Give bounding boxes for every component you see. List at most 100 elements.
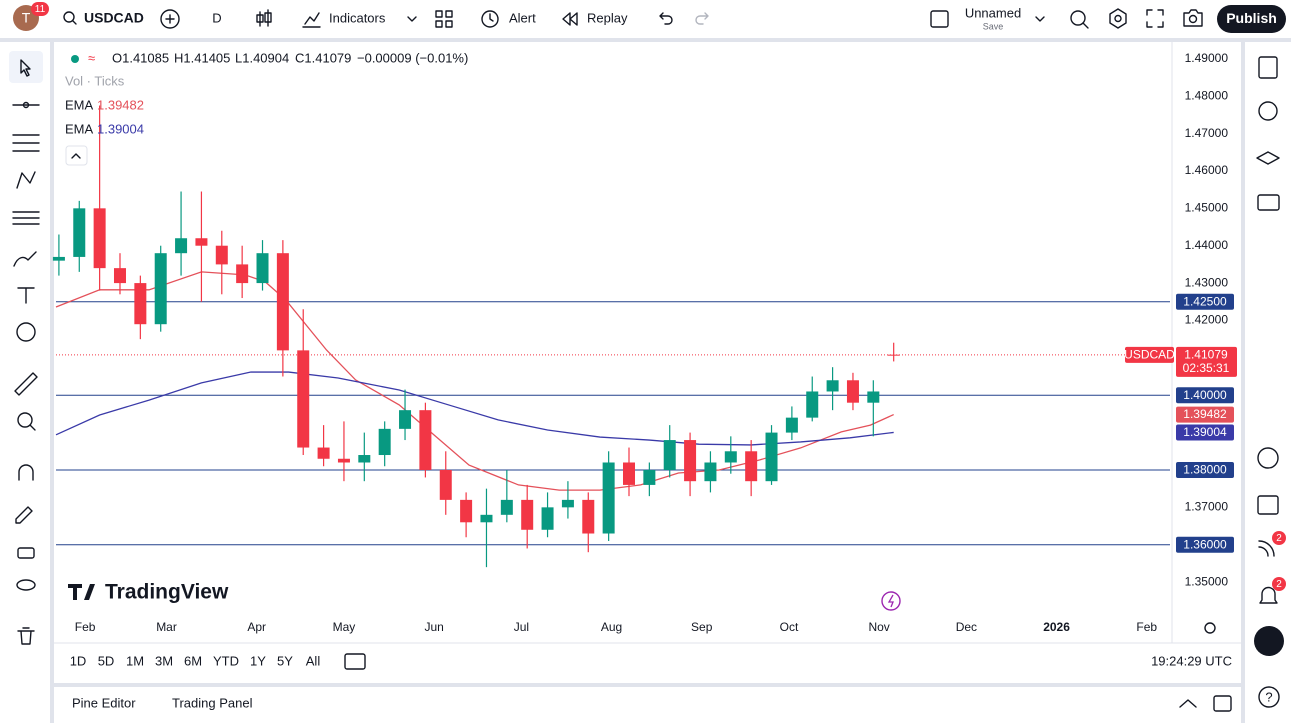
settings-button[interactable] xyxy=(1109,8,1127,29)
lock-drawings[interactable] xyxy=(15,506,33,524)
layout-icon[interactable] xyxy=(930,10,949,28)
quick-search[interactable] xyxy=(1070,10,1086,26)
candle-body xyxy=(195,238,208,246)
candle-body xyxy=(785,417,798,433)
candle-body xyxy=(765,432,778,482)
candle-body xyxy=(175,238,188,254)
notifications-button[interactable] xyxy=(1259,586,1278,604)
chevron[interactable] xyxy=(407,16,417,22)
save-label[interactable]: Save xyxy=(983,21,1004,31)
compare-button[interactable] xyxy=(160,9,180,29)
range-button[interactable]: 5Y xyxy=(277,653,293,668)
chart-type-button[interactable] xyxy=(256,9,272,27)
watchlist-button[interactable] xyxy=(1258,56,1278,79)
publish-button[interactable] xyxy=(1217,5,1286,33)
range-button[interactable]: 6M xyxy=(184,653,202,668)
y-tick-label: 1.45000 xyxy=(1185,201,1229,215)
clock[interactable]: 19:24:29 UTC xyxy=(1151,653,1232,668)
candle-body xyxy=(399,410,412,429)
layout-name[interactable]: Unnamed xyxy=(965,5,1021,20)
y-tick-label: 1.42000 xyxy=(1185,313,1229,327)
x-tick-label: Aug xyxy=(601,620,622,634)
compare-button xyxy=(165,14,175,24)
range-button[interactable]: YTD xyxy=(213,653,239,668)
fib-tool[interactable] xyxy=(12,134,40,152)
replay-icon[interactable] xyxy=(562,12,578,26)
chat-button[interactable] xyxy=(1257,194,1280,211)
ruler-tool[interactable] xyxy=(14,372,38,396)
candle-body xyxy=(52,256,65,261)
badge-count: 2 xyxy=(1276,579,1282,590)
x-tick-label: Sep xyxy=(691,620,713,634)
undo[interactable] xyxy=(659,12,673,25)
calendar-button[interactable] xyxy=(1257,495,1279,515)
range-button[interactable]: All xyxy=(306,653,321,668)
interval[interactable]: D xyxy=(212,10,221,25)
y-tick-label: 1.37000 xyxy=(1185,500,1229,514)
y-tick-label: 1.46000 xyxy=(1185,163,1229,177)
candle-body xyxy=(480,514,493,523)
magnet-tool[interactable] xyxy=(18,464,34,481)
candle-body xyxy=(113,268,126,284)
candle-body xyxy=(826,380,839,392)
projection-tool[interactable] xyxy=(12,211,40,225)
indicators-icon[interactable] xyxy=(302,12,321,28)
badge-count: 2 xyxy=(1276,533,1282,544)
bottom-panel xyxy=(54,687,1241,723)
range-button[interactable]: 1M xyxy=(126,653,144,668)
axis-settings[interactable] xyxy=(1204,622,1216,634)
trading-button[interactable] xyxy=(1257,447,1279,469)
lock-tool[interactable] xyxy=(17,547,35,559)
candle-body xyxy=(745,451,758,482)
range-button[interactable]: 5D xyxy=(98,653,115,668)
help-button[interactable] xyxy=(1258,686,1280,708)
y-tick-label: 1.43000 xyxy=(1185,275,1229,289)
alert-icon[interactable] xyxy=(481,10,499,28)
level-label: 1.42500 xyxy=(1183,294,1227,308)
range-button[interactable]: 3M xyxy=(155,653,173,668)
ohlc-value: C1.41079 xyxy=(295,50,351,65)
ema-tag-label: 1.39482 xyxy=(1183,407,1227,421)
events-marker[interactable] xyxy=(881,591,901,611)
text-tool[interactable] xyxy=(17,287,35,304)
object-tree-button[interactable] xyxy=(1256,151,1280,165)
apps-button[interactable] xyxy=(1254,626,1284,656)
badge xyxy=(1272,577,1286,591)
candle-body xyxy=(419,410,432,470)
symbol[interactable]: USDCAD xyxy=(84,10,144,26)
goto-date[interactable] xyxy=(344,653,366,670)
ohlc-value: H1.41405 xyxy=(174,50,230,65)
panel-tab[interactable]: Trading Panel xyxy=(172,695,253,710)
watermark: TradingView xyxy=(105,581,229,604)
alert-button[interactable]: Alert xyxy=(509,10,536,25)
panel-tab[interactable]: Pine Editor xyxy=(72,695,136,710)
maximize-panel[interactable] xyxy=(1213,695,1232,712)
pattern-tool[interactable] xyxy=(16,171,36,189)
candle-body xyxy=(582,499,595,534)
emoji-tool[interactable] xyxy=(16,322,36,342)
chevron[interactable] xyxy=(1035,16,1045,22)
expand-panel[interactable] xyxy=(1179,699,1197,708)
fullscreen-button[interactable] xyxy=(1146,9,1164,28)
visibility-tool[interactable] xyxy=(16,579,36,591)
search-icon[interactable] xyxy=(63,11,75,23)
snapshot-button[interactable] xyxy=(1183,9,1203,27)
y-tick-label: 1.44000 xyxy=(1185,238,1229,252)
candle-body xyxy=(276,253,289,351)
news-button[interactable] xyxy=(1258,540,1275,557)
zoom-tool[interactable] xyxy=(17,412,33,428)
range-button[interactable]: 1D xyxy=(70,653,87,668)
range-button[interactable]: 1Y xyxy=(250,653,266,668)
indicators-button[interactable]: Indicators xyxy=(329,10,386,25)
alerts-button[interactable] xyxy=(1258,101,1278,121)
volume-legend: Vol · Ticks xyxy=(65,73,125,88)
cursor-tool[interactable] xyxy=(20,59,31,77)
candle-body xyxy=(541,507,554,530)
redo[interactable] xyxy=(695,12,709,25)
delete-tool[interactable] xyxy=(17,627,35,645)
level-label: 1.36000 xyxy=(1183,537,1227,551)
brush-tool[interactable] xyxy=(13,251,37,267)
collapse-legend[interactable] xyxy=(65,145,88,166)
layouts-button[interactable] xyxy=(435,10,453,28)
replay-button[interactable]: Replay xyxy=(587,10,628,25)
